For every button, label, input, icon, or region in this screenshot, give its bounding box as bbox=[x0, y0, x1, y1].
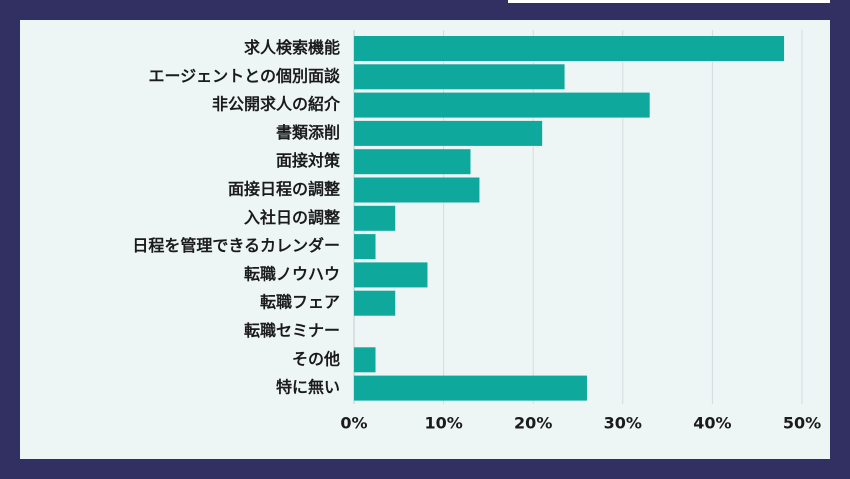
x-tick-label: 30% bbox=[604, 414, 642, 433]
category-label: 求人検索機能 bbox=[244, 38, 340, 57]
bar bbox=[354, 177, 480, 203]
bar bbox=[354, 262, 428, 288]
bar bbox=[354, 290, 396, 316]
bar bbox=[354, 149, 471, 175]
category-label: 日程を管理できるカレンダー bbox=[132, 236, 340, 255]
category-label-layer: 求人検索機能エージェントとの個別面談非公開求人の紹介書類添削面接対策面接日程の調… bbox=[132, 38, 341, 397]
category-label: 面接対策 bbox=[276, 151, 341, 170]
bar-layer bbox=[354, 36, 785, 401]
category-label: 特に無い bbox=[276, 378, 340, 397]
x-tick-label: 40% bbox=[693, 414, 731, 433]
top-accent-strip bbox=[508, 0, 830, 3]
x-tick-label: 10% bbox=[424, 414, 462, 433]
bar bbox=[354, 375, 587, 401]
bar bbox=[354, 205, 396, 231]
bar bbox=[354, 234, 376, 260]
category-label: エージェントとの個別面談 bbox=[148, 66, 341, 85]
bar bbox=[354, 92, 650, 118]
bar bbox=[354, 347, 376, 373]
bar bbox=[354, 120, 543, 146]
x-tick-label: 20% bbox=[514, 414, 552, 433]
x-tick-label: 50% bbox=[783, 414, 821, 433]
category-label: 書類添削 bbox=[276, 123, 340, 142]
bar bbox=[354, 36, 785, 61]
category-label: 非公開求人の紹介 bbox=[212, 95, 341, 114]
x-tick-label: 0% bbox=[340, 414, 367, 433]
category-label: 転職ノウハウ bbox=[244, 264, 340, 283]
category-label: その他 bbox=[292, 349, 340, 368]
bar bbox=[354, 64, 565, 90]
tick-label-layer: 0% 10% 20% 30% 40% 50% bbox=[340, 414, 821, 433]
category-label: 面接日程の調整 bbox=[228, 180, 340, 199]
category-label: 入社日の調整 bbox=[244, 208, 340, 227]
category-label: 転職フェア bbox=[260, 293, 340, 312]
category-label: 転職セミナー bbox=[244, 321, 340, 340]
